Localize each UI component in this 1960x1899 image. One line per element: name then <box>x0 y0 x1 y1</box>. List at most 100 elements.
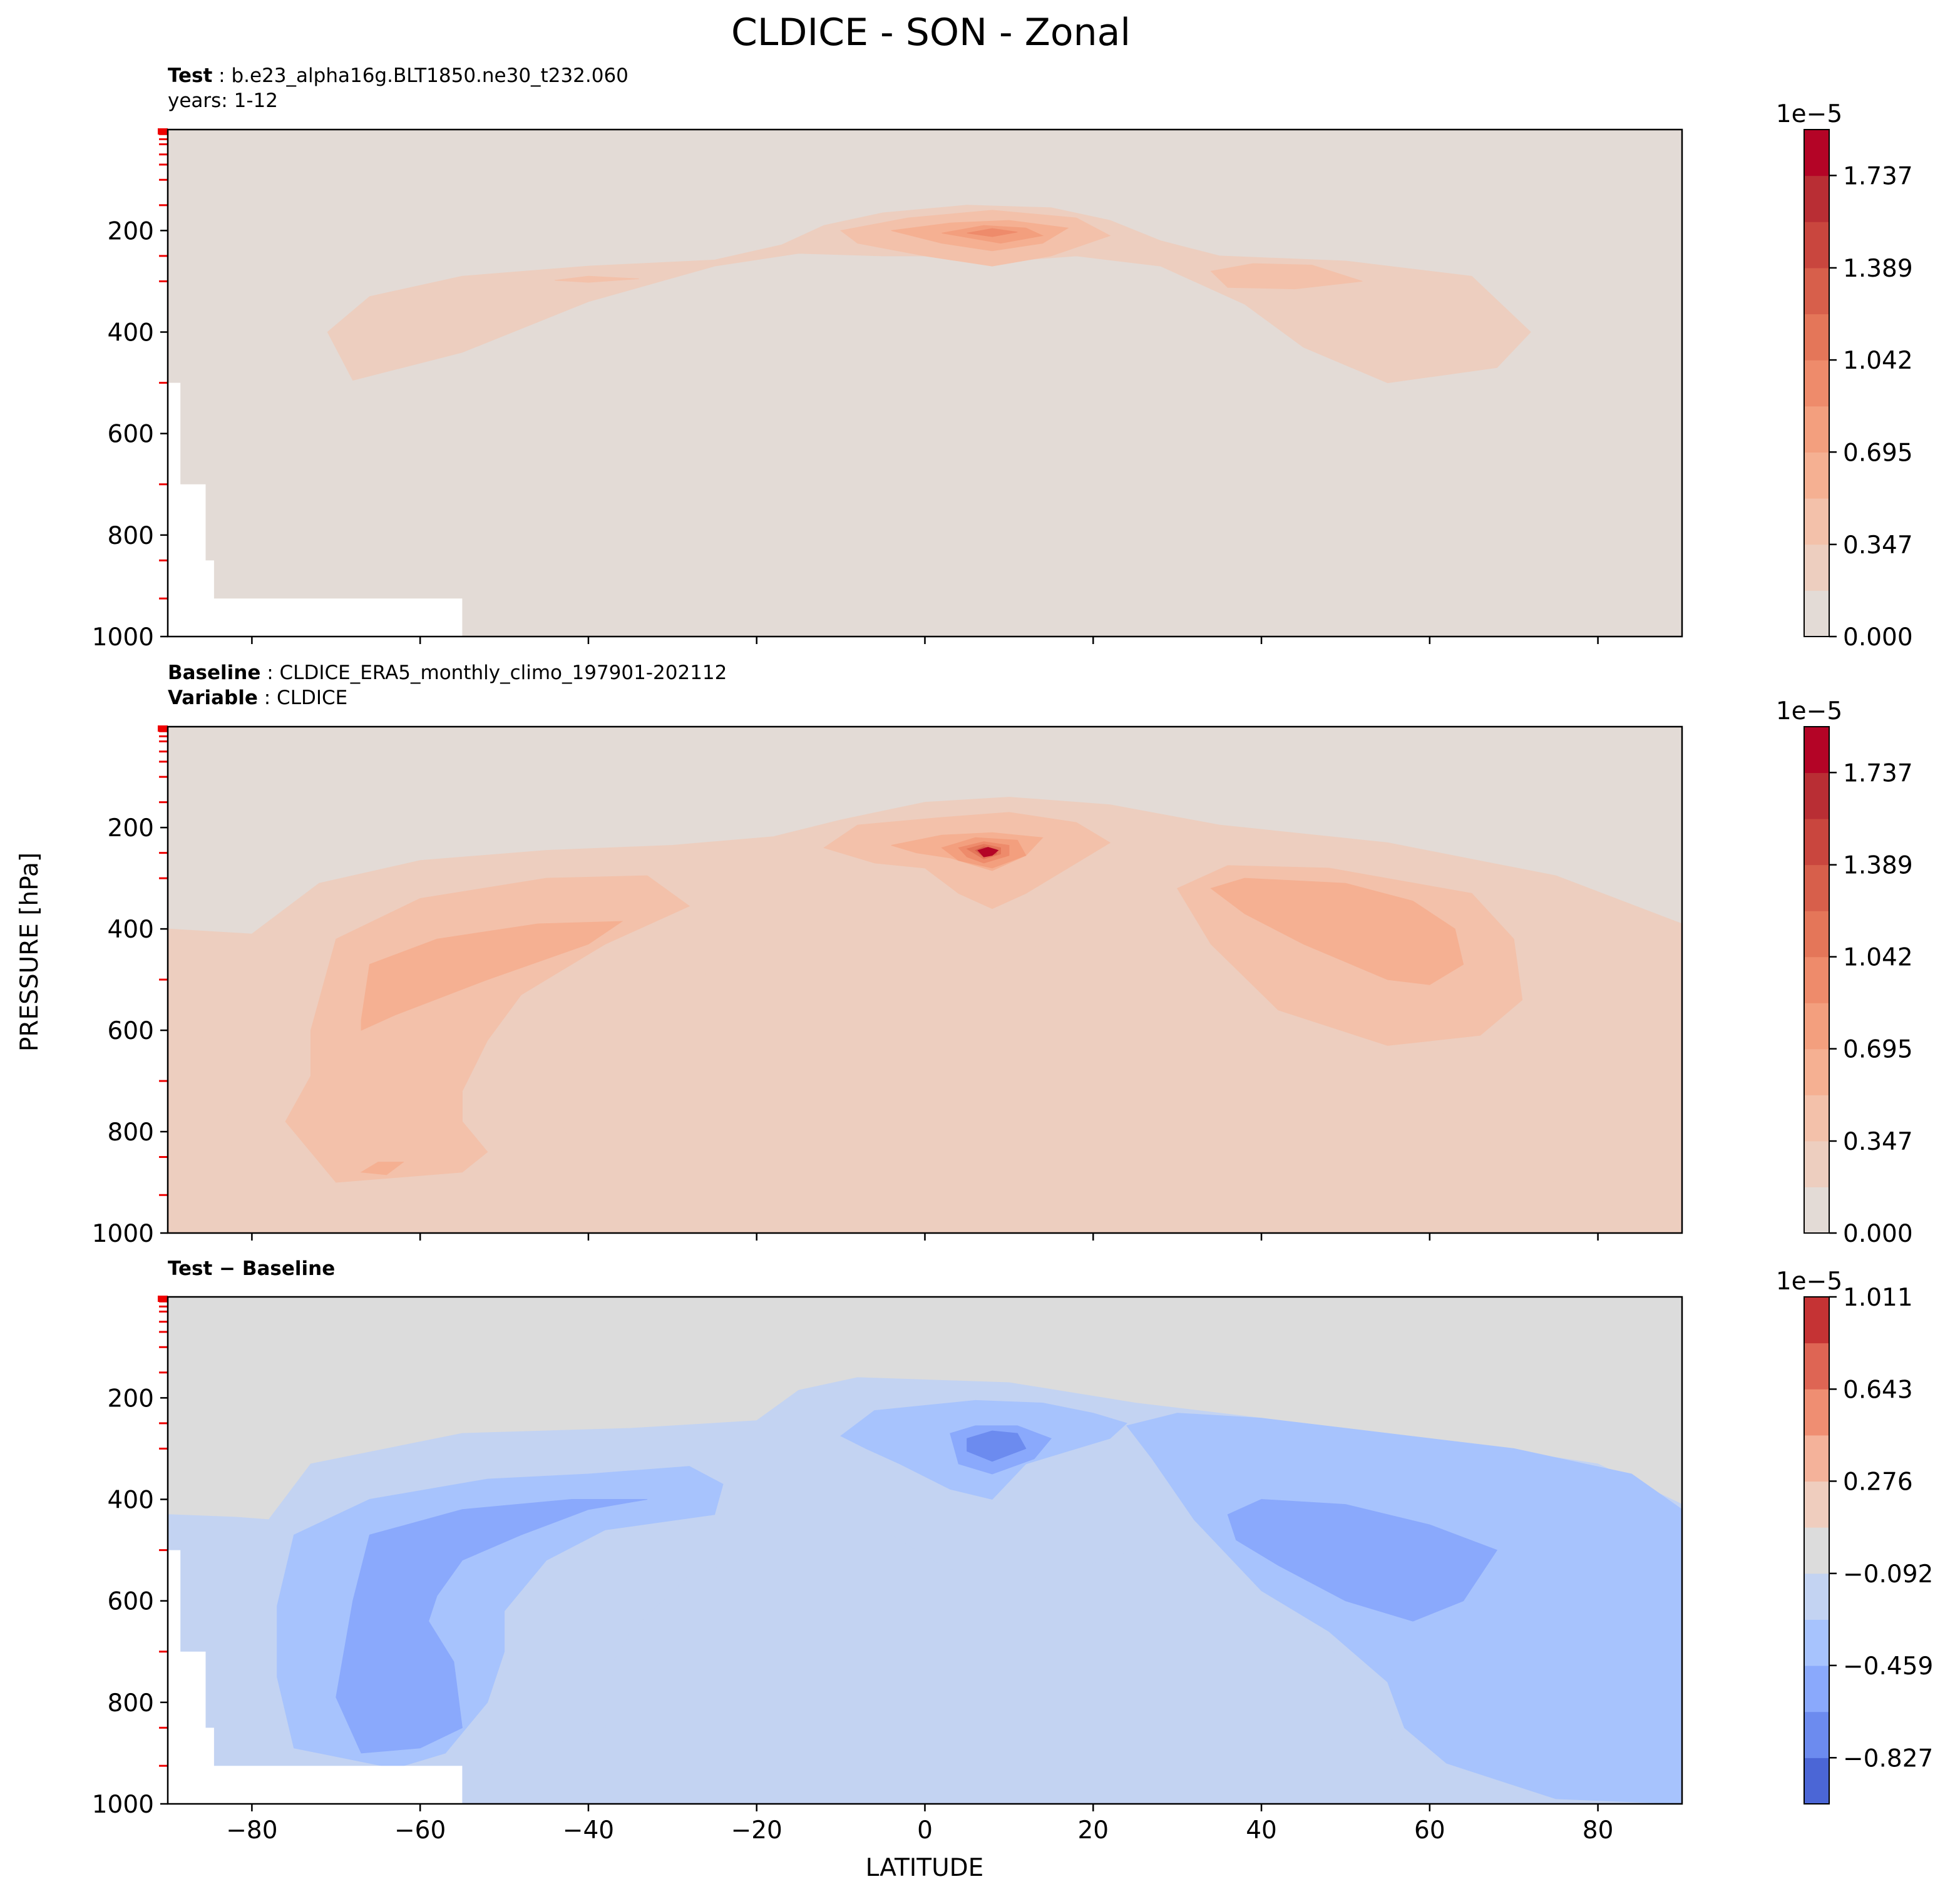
colorbar-segment <box>1804 1711 1829 1758</box>
y-tick-label: 400 <box>108 916 154 944</box>
panel-meta-line: Baseline : CLDICE_ERA5_monthly_climo_197… <box>168 662 727 684</box>
colorbar-tick-label: −0.459 <box>1843 1652 1933 1681</box>
plot-background <box>168 130 1682 637</box>
colorbar-tick-label: 1.737 <box>1843 759 1913 787</box>
x-tick-label: −20 <box>731 1816 782 1845</box>
contour-region <box>1227 1498 1498 1622</box>
x-tick-label: 20 <box>1077 1816 1109 1845</box>
meta-separator: : <box>258 687 277 709</box>
y-tick-label: 800 <box>108 1689 154 1717</box>
panel-meta-line: Test − Baseline <box>168 1257 335 1280</box>
y-tick-label: 600 <box>108 1588 154 1616</box>
colorbar-tick-label: 1.389 <box>1843 255 1913 283</box>
meta-value: b.e23_alpha16g.BLT1850.ne30_t232.060 <box>231 64 628 87</box>
contour-region <box>977 847 999 857</box>
colorbar-segment <box>1804 1003 1829 1050</box>
colorbar-segment <box>1804 1527 1829 1574</box>
colorbar-segment <box>1804 819 1829 866</box>
meta-separator: : <box>260 662 279 684</box>
colorbar-segment <box>1804 452 1829 499</box>
colorbar-segment <box>1804 175 1829 222</box>
colorbar-segment <box>1804 1435 1829 1482</box>
y-tick-label: 600 <box>108 421 154 449</box>
colorbar: 0.000 0.347 0.695 1.042 1.389 1.737 1e−5 <box>1776 697 1913 1248</box>
y-tick-label: 1000 <box>92 1791 154 1819</box>
panel-meta-line: years: 1-12 <box>168 90 278 112</box>
meta-separator: : <box>212 64 231 87</box>
colorbar-tick-label: 0.276 <box>1843 1468 1913 1496</box>
y-tick-label: 200 <box>108 1385 154 1413</box>
colorbar-exponent: 1e−5 <box>1776 697 1842 725</box>
colorbar-segment <box>1804 864 1829 911</box>
colorbar-segment <box>1804 360 1829 407</box>
meta-value: CLDICE_ERA5_monthly_climo_197901-202112 <box>280 662 727 684</box>
colorbar-frame <box>1804 129 1830 637</box>
y-tick-label: 800 <box>108 1118 154 1147</box>
y-tick-label: 600 <box>108 1017 154 1045</box>
colorbar-segment <box>1804 1666 1829 1712</box>
y-tick-label: 800 <box>108 522 154 550</box>
colorbar-frame <box>1804 726 1830 1234</box>
colorbar: 0.000 0.347 0.695 1.042 1.389 1.737 1e−5 <box>1776 100 1913 652</box>
colorbar-tick-label: 1.042 <box>1843 347 1913 375</box>
contour-region <box>361 921 623 1031</box>
colorbar-tick-label: 0.347 <box>1843 531 1913 560</box>
plot-area <box>168 727 1682 1233</box>
contour-region <box>336 1499 648 1754</box>
meta-key: Test − Baseline <box>168 1257 335 1280</box>
y-tick-label: 400 <box>108 1487 154 1515</box>
colorbar-tick-label: 0.695 <box>1843 1036 1913 1064</box>
colorbar-tick-label: −0.827 <box>1843 1744 1933 1773</box>
colorbar-tick-label: −0.092 <box>1843 1560 1933 1589</box>
panel-test: 200 400 600 800 1000 Test : b.e23_alpha16g.BL… <box>92 64 1913 652</box>
colorbar-segment <box>1804 498 1829 545</box>
x-tick-label: 40 <box>1246 1816 1277 1845</box>
colorbar-segment <box>1804 314 1829 361</box>
colorbar-tick-label: 0.643 <box>1843 1376 1913 1404</box>
colorbar-segment <box>1804 1758 1829 1804</box>
meta-value: CLDICE <box>277 687 347 709</box>
missing-data-mask <box>168 1550 463 1804</box>
contour-region <box>285 875 690 1183</box>
colorbar-tick-label: 0.000 <box>1843 623 1913 652</box>
missing-data-mask <box>168 382 463 637</box>
colorbar-tick-label: 1.389 <box>1843 852 1913 880</box>
meta-key: Variable <box>168 687 258 709</box>
meta-value: years: 1-12 <box>168 90 278 112</box>
colorbar-segment <box>1804 911 1829 958</box>
colorbar-segment <box>1804 406 1829 453</box>
colorbar-segment <box>1804 956 1829 1003</box>
colorbar-segment <box>1804 772 1829 819</box>
colorbar-segment <box>1804 1095 1829 1142</box>
x-tick-label: −40 <box>563 1816 614 1845</box>
x-axis-label: LATITUDE <box>866 1854 984 1882</box>
colorbar-tick-label: 1.011 <box>1843 1284 1913 1312</box>
colorbar-tick-label: 0.695 <box>1843 439 1913 467</box>
figure-title: CLDICE - SON - Zonal <box>731 11 1131 54</box>
contour-region <box>1210 263 1363 290</box>
panel-meta-line: Test : b.e23_alpha16g.BLT1850.ne30_t232.… <box>168 64 629 87</box>
colorbar-segment <box>1804 590 1829 637</box>
colorbar-segment <box>1804 267 1829 315</box>
colorbar-segment <box>1804 1481 1829 1528</box>
contour-region <box>967 228 1018 237</box>
meta-key: Baseline <box>168 662 260 684</box>
colorbar-exponent: 1e−5 <box>1776 100 1842 128</box>
contour-region <box>967 1430 1027 1462</box>
panel-baseline: 200 400 600 800 1000 Baseline : CLDICE_ERA5_m… <box>92 662 1913 1248</box>
contour-region <box>555 275 639 283</box>
colorbar-segment <box>1804 1343 1829 1390</box>
colorbar-exponent: 1e−5 <box>1776 1267 1842 1296</box>
plot-area <box>168 130 1682 637</box>
x-tick-label: 80 <box>1583 1816 1614 1845</box>
colorbar-segment <box>1804 1048 1829 1095</box>
colorbar-segment <box>1804 1140 1829 1187</box>
panel-difference: 200 400 600 800 1000 −80 −60 −40 −20 0 20 40 60 80 Tes… <box>92 1257 1934 1845</box>
colorbar-segment <box>1804 1619 1829 1666</box>
x-tick-label: 60 <box>1414 1816 1445 1845</box>
colorbar-segment <box>1804 727 1829 774</box>
colorbar-frame <box>1804 1296 1830 1804</box>
x-tick-label: −60 <box>394 1816 446 1845</box>
plot-area <box>168 1297 1682 1804</box>
